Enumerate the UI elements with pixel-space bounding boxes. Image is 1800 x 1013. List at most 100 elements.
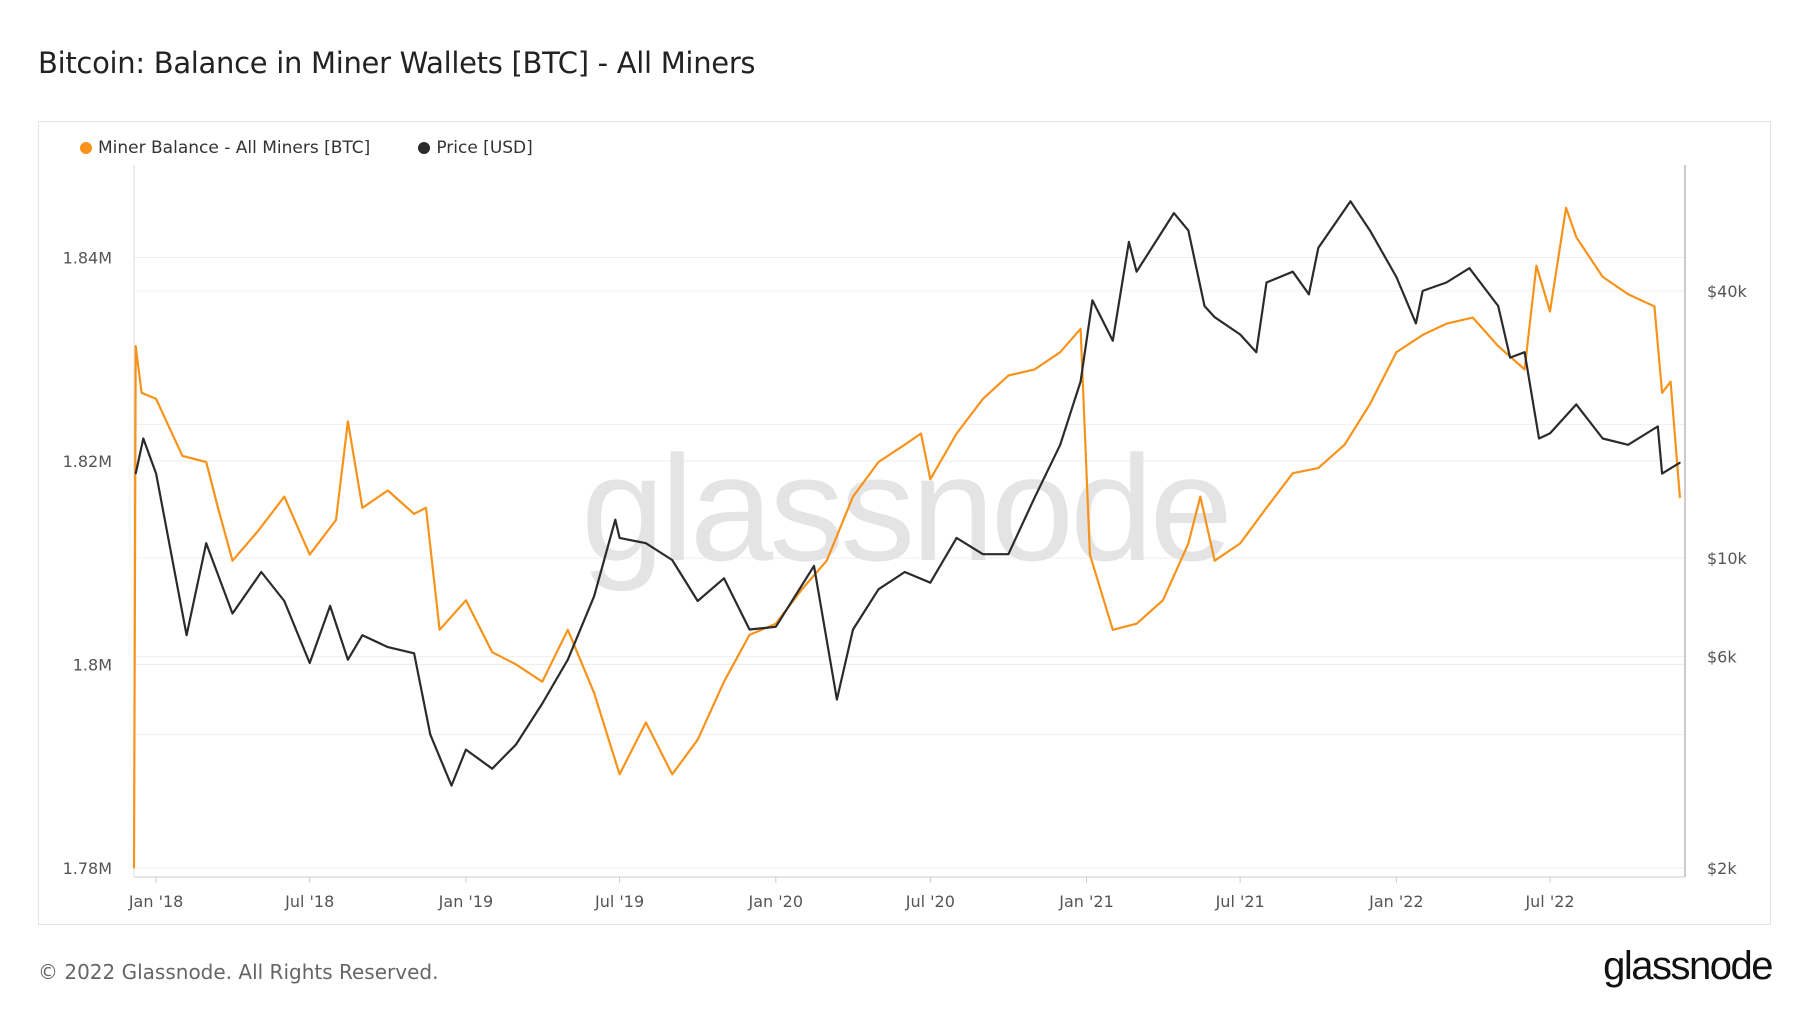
miner-balance-point <box>1239 542 1241 545</box>
miner-balance-point <box>904 443 906 446</box>
legend-item-miner-balance[interactable]: Miner Balance - All Miners [BTC] <box>80 138 370 158</box>
price-point <box>450 784 453 787</box>
y-left-tick-label: 1.84M <box>63 249 112 268</box>
price-point <box>1538 437 1540 440</box>
price-point <box>1265 281 1268 284</box>
miner-balance-point <box>1565 206 1567 209</box>
copyright-footer: © 2022 Glassnode. All Rights Reserved. <box>38 960 439 984</box>
price-point <box>645 542 647 545</box>
price-point <box>904 571 906 573</box>
miner-balance-point <box>134 345 137 347</box>
price-point <box>1033 496 1036 499</box>
price-point <box>852 628 854 631</box>
miner-balance-point <box>1523 368 1526 371</box>
price-point <box>413 652 415 655</box>
series-lines <box>132 200 1681 869</box>
miner-balance-point <box>982 398 984 400</box>
price-point <box>1509 356 1511 359</box>
axes: 1.84M 1.82M 1.8M 1.78M $40k $10k $6k $2k Jan '18… <box>63 165 1748 911</box>
miner-balance-point <box>541 680 544 683</box>
price-point <box>1421 290 1424 292</box>
miner-balance-point <box>955 432 958 435</box>
miner-balance-point <box>1079 327 1082 330</box>
miner-balance-point <box>1343 443 1346 446</box>
glassnode-logo[interactable]: glassnode <box>1603 944 1773 988</box>
price-point <box>1112 339 1114 342</box>
price-point <box>1213 316 1216 319</box>
price-point <box>1369 229 1371 232</box>
miner-balance-point <box>1007 374 1010 377</box>
price-point <box>1317 247 1320 249</box>
price-point <box>347 658 349 661</box>
miner-balance-point <box>1187 542 1190 545</box>
miner-balance-point <box>283 495 286 498</box>
miner-balance-point <box>1575 236 1578 239</box>
y-right-tick-label: $6k <box>1707 647 1737 666</box>
miner-balance-point <box>1162 599 1164 602</box>
price-point <box>955 537 958 539</box>
legend: Miner Balance - All Miners [BTC] Price [… <box>80 138 533 158</box>
miner-balance-point <box>920 432 922 435</box>
miner-balance-point <box>748 634 751 636</box>
y-left-tick-label: 1.78M <box>63 859 112 878</box>
miner-balance-point <box>1089 553 1091 556</box>
price-point <box>1575 403 1578 406</box>
miner-balance-point <box>1627 293 1629 295</box>
gridlines <box>134 257 1685 869</box>
miner-balance-point <box>618 773 621 776</box>
x-tick-label: Jan '19 <box>438 892 494 911</box>
miner-balance-point <box>133 867 135 869</box>
miner-balance-point <box>671 773 674 776</box>
price-point <box>1239 333 1241 336</box>
miner-balance-point <box>825 559 828 562</box>
miner-balance-point <box>1213 559 1216 562</box>
legend-dot-orange <box>80 142 92 154</box>
x-tick-label: Jan '20 <box>748 892 804 911</box>
legend-label: Price [USD] <box>436 138 533 158</box>
legend-label: Miner Balance - All Miners [BTC] <box>98 138 371 158</box>
miner-balance-point <box>1601 276 1604 278</box>
price-point <box>1661 472 1663 475</box>
x-tick-label: Jul '21 <box>1215 892 1265 911</box>
x-tick-label: Jan '18 <box>128 892 184 911</box>
price-point <box>1173 212 1175 214</box>
price-point <box>1059 443 1061 446</box>
miner-balance-point <box>231 559 234 562</box>
miner-balance-point <box>1199 495 1202 498</box>
price-point <box>387 646 389 648</box>
miner-balance-point <box>425 506 427 509</box>
price-point <box>361 634 364 636</box>
miner-balance-point <box>1112 629 1114 631</box>
price-point <box>1291 270 1294 273</box>
price-point <box>329 605 331 607</box>
price-point <box>231 612 234 615</box>
price-point <box>696 600 699 602</box>
miner-balance-point <box>335 519 337 521</box>
miner-balance-point <box>361 506 364 509</box>
miner-balance-point <box>723 680 725 683</box>
miner-balance-point <box>181 455 184 457</box>
miner-balance-point <box>1445 322 1448 325</box>
x-tick-label: Jan '22 <box>1368 892 1424 911</box>
miner-balance-point <box>1421 334 1424 336</box>
miner-balance-point <box>645 721 647 724</box>
price-point <box>515 743 517 746</box>
price-point <box>1657 425 1659 428</box>
price-point <box>774 625 777 628</box>
price-point <box>1415 322 1417 325</box>
miner-balance-point <box>877 461 880 463</box>
price-point <box>1523 351 1526 354</box>
miner-balance-point <box>696 738 699 741</box>
miner-balance-point <box>1369 403 1371 405</box>
price-point <box>929 581 932 584</box>
miner-balance-point <box>567 629 569 631</box>
y-right-tick-label: $40k <box>1707 282 1748 301</box>
price-point <box>1187 229 1190 232</box>
price-point <box>1445 281 1448 284</box>
miner-balance-point <box>1291 472 1294 474</box>
legend-item-price[interactable]: Price [USD] <box>418 138 533 158</box>
price-point <box>1308 293 1310 296</box>
price-point <box>1497 305 1500 307</box>
price-point <box>142 437 145 440</box>
price-point <box>1627 443 1629 446</box>
